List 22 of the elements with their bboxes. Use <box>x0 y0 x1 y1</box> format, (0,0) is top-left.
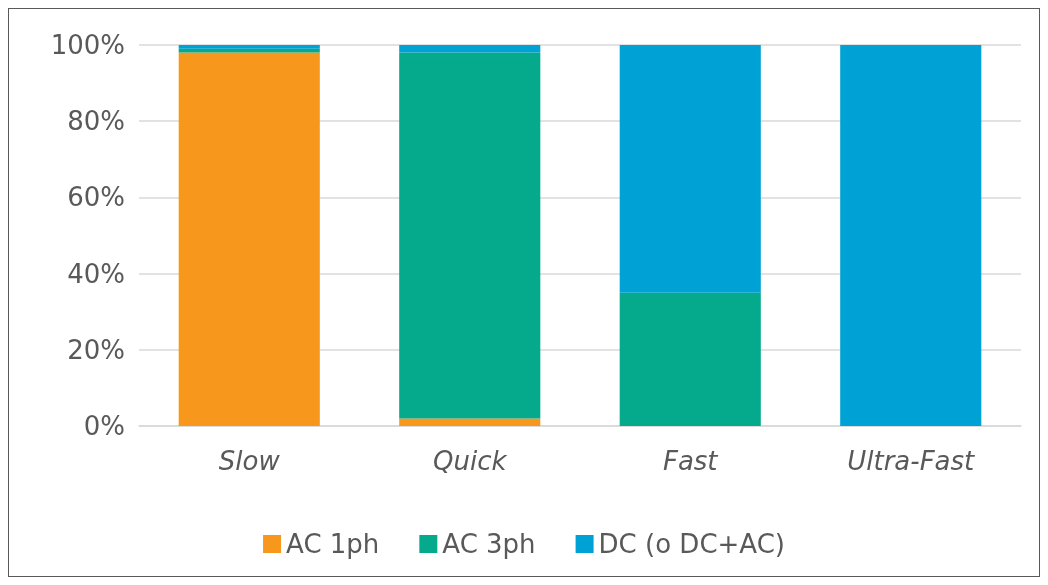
y-tick-label: 80% <box>67 106 125 137</box>
bar <box>619 292 761 426</box>
bar <box>840 45 982 426</box>
legend-label: AC 3ph <box>442 529 536 559</box>
legend-label: AC 1ph <box>286 529 380 559</box>
legend-label: DC (o DC+AC) <box>598 529 785 559</box>
y-tick-label: 0% <box>83 411 125 441</box>
bar <box>178 45 320 49</box>
y-tick-label: 60% <box>67 182 125 213</box>
bar <box>178 52 320 426</box>
y-tick-label: 100% <box>50 30 125 60</box>
bar <box>399 45 541 53</box>
x-tick-label: Fast <box>662 446 719 476</box>
x-tick-label: Quick <box>432 446 508 476</box>
x-tick-label: Slow <box>218 446 281 476</box>
bar <box>178 48 320 53</box>
x-tick-label: Ultra-Fast <box>847 446 976 476</box>
bar <box>619 45 761 293</box>
y-tick-label: 20% <box>67 334 125 365</box>
bar <box>399 418 541 426</box>
y-tick-label: 40% <box>67 258 125 289</box>
bar <box>399 52 541 419</box>
